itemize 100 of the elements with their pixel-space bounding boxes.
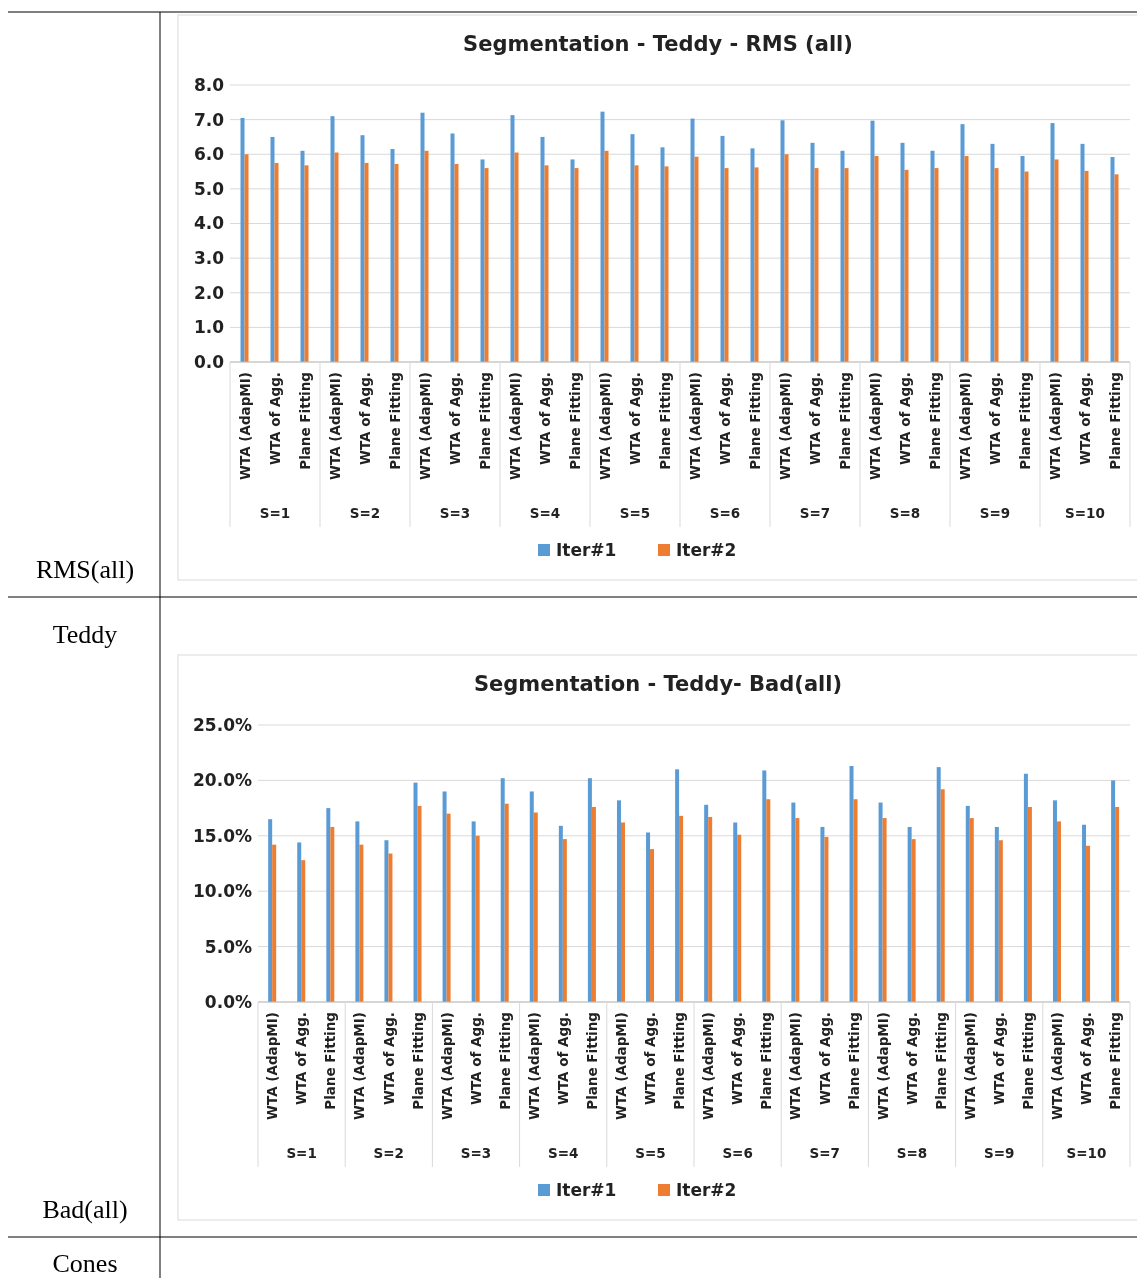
bar [708, 816, 713, 1002]
x-tick-label: Plane Fitting [671, 1012, 688, 1110]
y-tick-label: 6.0 [193, 144, 225, 165]
bar [1080, 143, 1085, 362]
text: S=9 [983, 1145, 1015, 1161]
bar [940, 789, 945, 1002]
bar [969, 818, 974, 1002]
x-tick-label: WTA of Agg. [1078, 1012, 1095, 1105]
bar [1020, 155, 1025, 362]
bar [1050, 123, 1055, 362]
bar [240, 117, 245, 362]
bar [533, 812, 538, 1002]
bar [660, 147, 665, 362]
bar [1111, 780, 1116, 1002]
bar [540, 136, 545, 362]
x-tick-label: WTA of Agg. [536, 372, 553, 465]
bar [1056, 821, 1061, 1002]
x-tick-label: WTA of Agg. [990, 1012, 1007, 1105]
bar [694, 156, 699, 362]
x-tick-label: WTA (AdapMI) [1046, 372, 1063, 480]
bar [270, 136, 275, 362]
bar [1086, 845, 1091, 1002]
bar [355, 821, 360, 1002]
bar [907, 826, 912, 1002]
bar [664, 166, 669, 362]
bar [304, 165, 309, 362]
bar [620, 822, 625, 1002]
bar [272, 844, 277, 1002]
x-tick-label: WTA (AdapMI) [326, 372, 343, 480]
bar [965, 805, 970, 1002]
bar [326, 808, 331, 1002]
bar [274, 162, 279, 362]
y-tick-label: 7.0 [193, 109, 225, 130]
x-tick-label: WTA (AdapMI) [874, 1012, 891, 1120]
bar [1024, 171, 1029, 362]
bar [413, 782, 418, 1002]
bar [690, 118, 695, 362]
x-tick-label: WTA (AdapMI) [596, 372, 613, 480]
bar [364, 162, 369, 362]
bar [301, 860, 306, 1002]
x-tick-label: Plane Fitting [932, 1012, 949, 1110]
x-tick-label: WTA of Agg. [446, 372, 463, 465]
text: Bad(all) [42, 1195, 128, 1224]
x-tick-label: Plane Fitting [845, 1012, 862, 1110]
text: S=8 [896, 1145, 928, 1161]
bar [454, 163, 459, 362]
bar [562, 839, 567, 1002]
x-tick-label: WTA of Agg. [266, 372, 283, 465]
x-tick-label: WTA (AdapMI) [866, 372, 883, 480]
bar [1114, 174, 1119, 362]
bar [960, 124, 965, 362]
bar [390, 149, 395, 362]
x-tick-label: WTA (AdapMI) [787, 1012, 804, 1120]
text: S=6 [722, 1145, 753, 1161]
bar [1082, 824, 1087, 1002]
bar [964, 155, 969, 362]
text: S=2 [349, 505, 381, 521]
x-tick-label: WTA (AdapMI) [264, 1012, 281, 1120]
x-tick-label: WTA (AdapMI) [351, 1012, 368, 1120]
bar [675, 769, 680, 1002]
bar [994, 168, 999, 362]
x-tick-label: Plane Fitting [583, 1012, 600, 1110]
y-tick-label: 3.0 [193, 248, 225, 269]
bar [384, 840, 389, 1002]
bar [795, 818, 800, 1002]
bar [724, 168, 729, 362]
text: S=10 [1066, 1145, 1107, 1161]
bar [359, 844, 364, 1002]
bar [849, 766, 854, 1002]
text: Teddy [52, 620, 118, 649]
legend-label: Iter#2 [676, 1179, 737, 1200]
bar [300, 150, 305, 362]
bar [360, 135, 365, 362]
x-tick-label: Plane Fitting [746, 372, 763, 470]
bar [780, 120, 785, 362]
text: S=9 [979, 505, 1011, 521]
text: S=5 [635, 1145, 666, 1161]
x-tick-label: Plane Fitting [496, 1012, 513, 1110]
x-tick-label: WTA (AdapMI) [236, 372, 253, 480]
bar [853, 799, 858, 1002]
bar [442, 791, 447, 1002]
bar [544, 165, 549, 362]
y-tick-label: 5.0% [204, 936, 252, 957]
text: S=7 [799, 505, 831, 521]
bar [936, 767, 941, 1002]
bar [900, 142, 905, 362]
text: S=1 [286, 1145, 317, 1161]
x-tick-label: WTA of Agg. [896, 372, 913, 465]
bar [720, 135, 725, 362]
bar [417, 805, 422, 1002]
bar [1023, 773, 1028, 1002]
bar [558, 825, 563, 1002]
bar [911, 839, 916, 1002]
y-tick-label: 20.0% [193, 770, 252, 791]
bar [1084, 170, 1089, 362]
bar [1115, 806, 1120, 1002]
bar [824, 836, 829, 1002]
bar [450, 133, 455, 362]
text: S=10 [1065, 505, 1105, 521]
text: S=4 [529, 505, 561, 521]
